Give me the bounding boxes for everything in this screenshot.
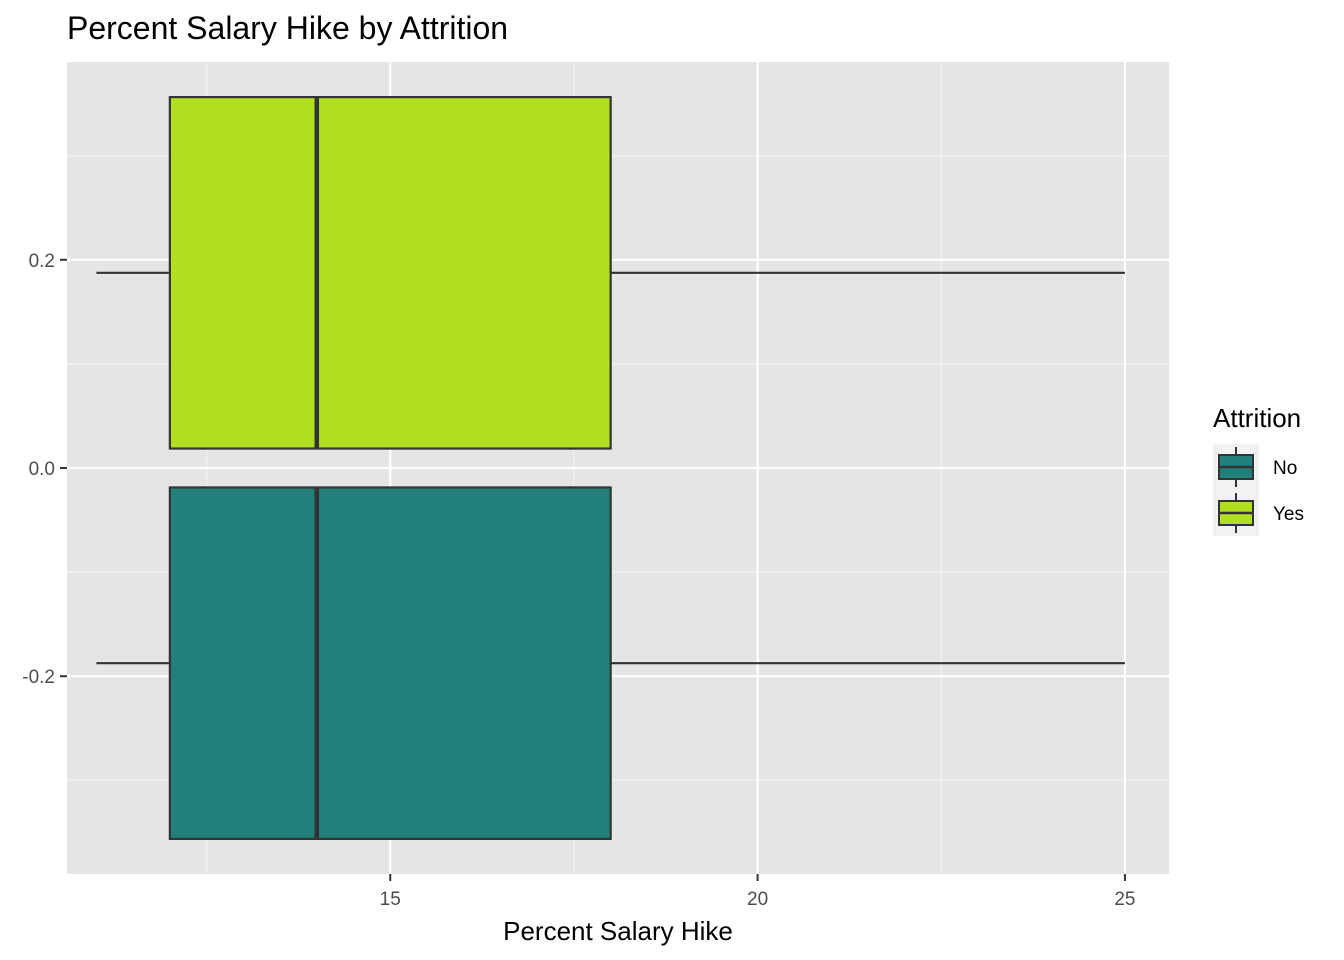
legend: Attrition No Yes	[1213, 403, 1304, 536]
x-tick-label: 15	[380, 889, 401, 910]
x-tick-label: 25	[1114, 889, 1135, 910]
legend-label-yes: Yes	[1273, 504, 1304, 525]
legend-label-no: No	[1273, 458, 1297, 479]
y-tick-label: 0.2	[29, 251, 55, 272]
x-axis-title: Percent Salary Hike	[503, 916, 733, 946]
x-axis: 15 20 25	[380, 874, 1135, 910]
y-tick-label: 0.0	[29, 459, 55, 480]
y-axis: -0.2 0.0 0.2	[22, 251, 67, 688]
box-no	[168, 486, 612, 841]
boxplots	[96, 95, 1125, 841]
chart-title: Percent Salary Hike by Attrition	[67, 10, 508, 46]
box-yes	[168, 95, 612, 450]
x-tick-label: 20	[747, 889, 768, 910]
legend-title: Attrition	[1213, 403, 1301, 433]
y-tick-label: -0.2	[22, 667, 55, 688]
